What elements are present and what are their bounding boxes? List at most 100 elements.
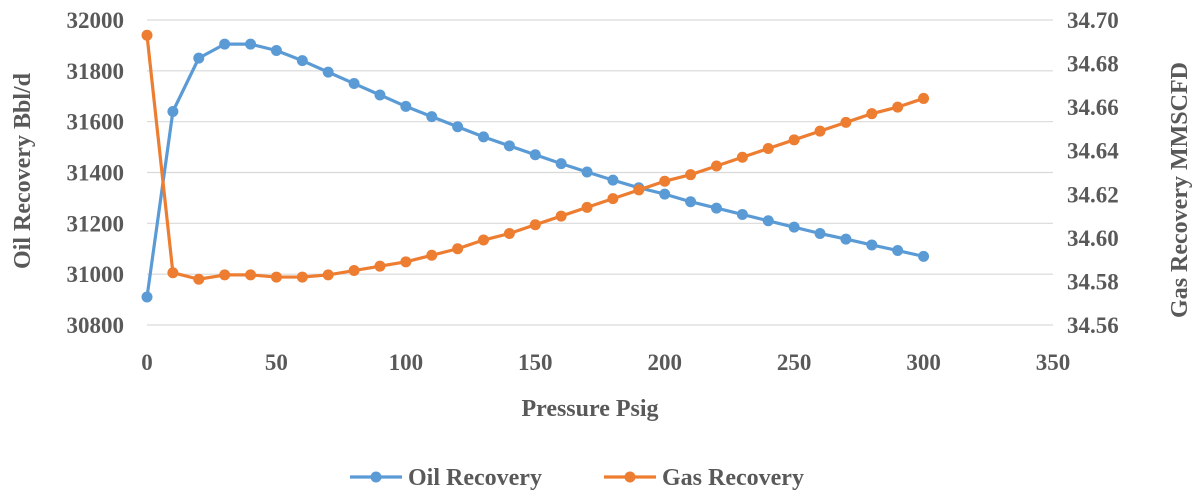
y-axis-left-ticks: 30800 31000 31200 31400 31600 31800 32000: [67, 8, 125, 338]
oil-recovery-series: [141, 38, 930, 303]
oil-recovery-point: [426, 111, 438, 123]
oil-recovery-point: [762, 215, 774, 227]
oil-recovery-point: [219, 38, 231, 50]
oil-recovery-point: [245, 38, 257, 50]
y-right-tick-label: 34.70: [1067, 8, 1119, 33]
gas-recovery-point: [478, 234, 490, 246]
gas-recovery-point: [762, 143, 774, 155]
legend-item-gas-recovery: Gas Recovery: [604, 465, 804, 491]
oil-recovery-point: [400, 100, 412, 112]
x-axis-title: Pressure Psig: [521, 396, 658, 422]
y-right-tick-label: 34.62: [1067, 182, 1119, 207]
oil-recovery-point: [478, 131, 490, 143]
oil-recovery-point: [296, 55, 308, 67]
gas-recovery-point: [736, 151, 748, 163]
oil-recovery-point: [348, 78, 360, 90]
oil-recovery-point: [685, 196, 697, 208]
oil-recovery-point: [322, 66, 334, 78]
gas-recovery-point: [581, 201, 593, 213]
y-right-tick-label: 34.66: [1067, 95, 1119, 120]
gas-recovery-point: [193, 273, 205, 285]
y-axis-left-title: Oil Recovery Bbl/d: [10, 72, 36, 269]
x-tick-label: 100: [389, 350, 424, 375]
y-left-tick-label: 31200: [67, 211, 125, 236]
gas-recovery-point: [814, 125, 826, 137]
x-axis-ticks: 0 50 100 150 200 250 300 350: [141, 350, 1070, 375]
x-tick-label: 50: [265, 350, 288, 375]
y-left-tick-label: 31400: [67, 161, 125, 186]
oil-recovery-point: [840, 233, 852, 245]
legend-item-oil-recovery: Oil Recovery: [350, 465, 542, 491]
y-right-tick-label: 34.64: [1067, 139, 1119, 164]
x-tick-label: 0: [141, 350, 153, 375]
oil-recovery-point: [581, 166, 593, 178]
gas-recovery-point: [892, 101, 904, 113]
gas-recovery-series: [141, 29, 930, 285]
gas-recovery-point: [788, 134, 800, 146]
y-left-tick-label: 31800: [67, 59, 125, 84]
gas-recovery-point: [607, 193, 619, 205]
gas-recovery-point: [167, 267, 179, 279]
series-layer: [141, 29, 930, 303]
y-right-tick-label: 34.68: [1067, 52, 1119, 77]
oil-recovery-point: [270, 45, 282, 56]
oil-recovery-point: [193, 52, 205, 64]
oil-recovery-point: [607, 174, 619, 186]
oil-recovery-point: [659, 188, 671, 200]
gas-recovery-point: [374, 260, 386, 272]
gas-recovery-point: [503, 228, 515, 239]
y-axis-right-title: Gas Recovery MMSCFD: [1167, 62, 1193, 318]
legend-swatch-marker: [624, 471, 636, 483]
oil-recovery-point: [503, 140, 515, 152]
legend-label: Oil Recovery: [408, 465, 542, 491]
x-tick-label: 150: [518, 350, 553, 375]
oil-recovery-point: [167, 106, 179, 117]
y-right-tick-label: 34.58: [1067, 269, 1119, 294]
gridlines: [147, 19, 1053, 326]
oil-recovery-point: [736, 208, 748, 220]
oil-recovery-point: [529, 149, 541, 161]
gas-recovery-point: [633, 184, 645, 196]
oil-recovery-point: [788, 221, 800, 233]
legend: Oil Recovery Gas Recovery: [350, 465, 804, 491]
legend-label: Gas Recovery: [662, 465, 804, 491]
gas-recovery-point: [685, 169, 697, 181]
gas-recovery-point: [529, 219, 541, 231]
gas-recovery-point: [452, 243, 464, 255]
gas-recovery-point: [659, 175, 671, 187]
gas-recovery-point: [296, 271, 308, 283]
y-left-tick-label: 30800: [67, 313, 125, 338]
gas-recovery-point: [219, 269, 231, 281]
x-tick-label: 200: [647, 350, 682, 375]
x-tick-label: 300: [906, 350, 941, 375]
oil-recovery-line: [145, 42, 924, 298]
oil-recovery-point: [452, 121, 464, 133]
gas-recovery-point: [555, 210, 567, 222]
x-tick-label: 250: [777, 350, 812, 375]
y-left-tick-label: 32000: [67, 8, 125, 33]
legend-swatch-marker: [370, 471, 382, 483]
gas-recovery-point: [400, 256, 412, 268]
oil-recovery-point: [710, 202, 722, 214]
oil-recovery-point: [555, 158, 567, 170]
oil-recovery-point: [892, 245, 904, 257]
gas-recovery-point: [270, 271, 282, 283]
oil-recovery-point: [374, 89, 386, 101]
y-axis-right-ticks: 34.56 34.58 34.60 34.62 34.64 34.66 34.68 34.70: [1067, 8, 1119, 338]
gas-recovery-point: [245, 269, 257, 281]
x-tick-label: 350: [1036, 350, 1071, 375]
oil-recovery-point: [814, 228, 826, 239]
gas-recovery-point: [918, 92, 930, 104]
gas-recovery-point: [322, 269, 334, 281]
y-right-tick-label: 34.56: [1067, 313, 1119, 338]
oil-recovery-point: [918, 250, 930, 262]
oil-recovery-point: [141, 291, 153, 303]
oil-recovery-point: [866, 239, 878, 251]
gas-recovery-point: [141, 29, 153, 41]
gas-recovery-point: [348, 265, 360, 277]
y-left-tick-label: 31600: [67, 110, 125, 135]
y-right-tick-label: 34.60: [1067, 226, 1119, 251]
gas-recovery-point: [840, 116, 852, 128]
